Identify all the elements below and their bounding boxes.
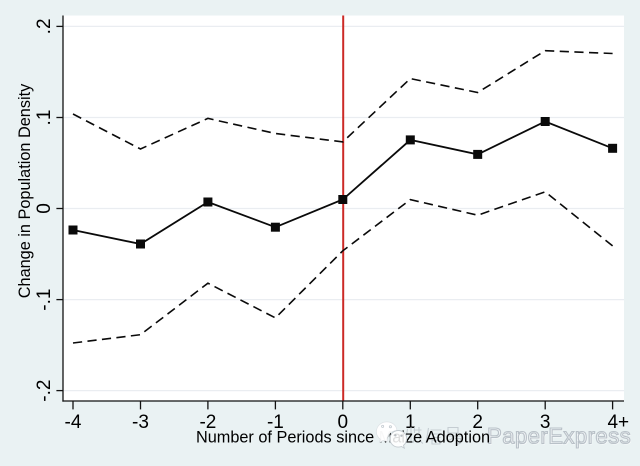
svg-text:-4: -4 — [65, 412, 82, 433]
svg-text:1: 1 — [405, 412, 416, 433]
svg-text:PaperExpress: PaperExpress — [487, 423, 631, 448]
svg-text:.1: .1 — [34, 110, 55, 126]
svg-text:-.2: -.2 — [34, 380, 55, 402]
svg-text:3: 3 — [540, 412, 551, 433]
svg-text:-3: -3 — [132, 412, 149, 433]
svg-text:PaperExpress: PaperExpress — [488, 425, 632, 450]
svg-text:-2: -2 — [199, 412, 216, 433]
svg-text:0: 0 — [338, 412, 349, 433]
svg-text:0: 0 — [34, 203, 55, 214]
svg-text:-1: -1 — [267, 412, 284, 433]
svg-text:4+: 4+ — [607, 412, 629, 433]
svg-text:Change in Population Density: Change in Population Density — [16, 83, 34, 298]
svg-text:-.1: -.1 — [34, 289, 55, 311]
svg-text:.2: .2 — [34, 18, 55, 34]
svg-text:2: 2 — [472, 412, 483, 433]
svg-text:Number of Periods since Maize: Number of Periods since Maize Adoption — [196, 429, 490, 447]
